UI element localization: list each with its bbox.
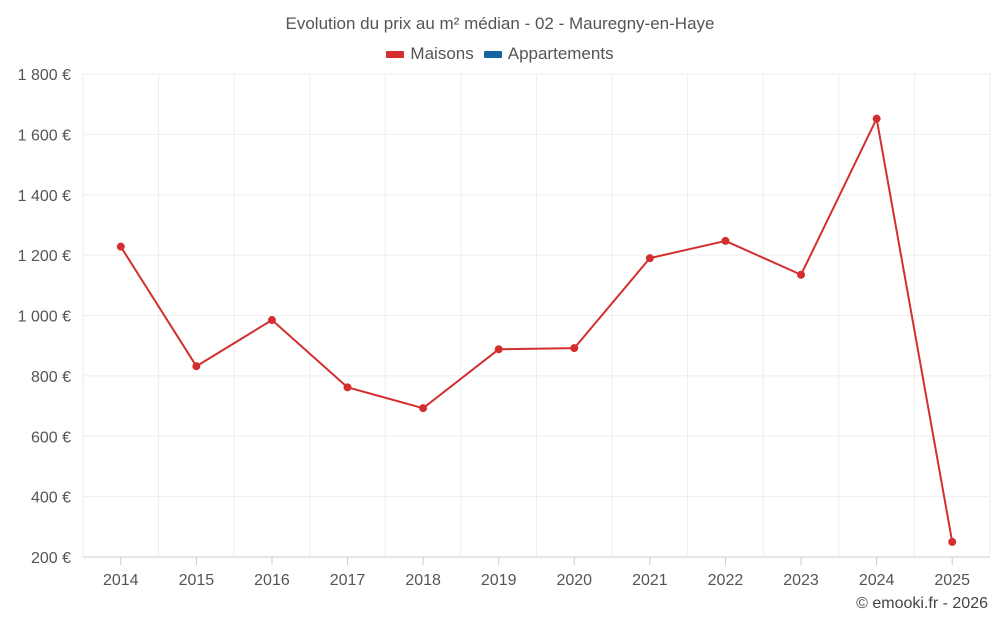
- legend: Maisons Appartements: [0, 44, 1000, 64]
- legend-swatch-appartements: [483, 50, 502, 58]
- y-tick-label: 1 000 €: [18, 309, 71, 326]
- data-point[interactable]: [721, 236, 730, 245]
- data-point[interactable]: [645, 254, 654, 263]
- data-point[interactable]: [797, 270, 806, 279]
- y-tick-label: 1 200 €: [18, 248, 71, 265]
- x-tick-label: 2024: [859, 572, 895, 589]
- x-tick-label: 2017: [330, 572, 366, 589]
- data-point[interactable]: [872, 114, 881, 123]
- x-tick-label: 2022: [708, 572, 744, 589]
- data-point[interactable]: [494, 345, 503, 354]
- x-tick-label: 2023: [783, 572, 819, 589]
- data-point[interactable]: [267, 316, 276, 325]
- y-tick-label: 1 800 €: [18, 67, 71, 84]
- data-point[interactable]: [116, 242, 125, 251]
- x-tick-label: 2019: [481, 572, 517, 589]
- legend-item-appartements[interactable]: Appartements: [483, 44, 614, 64]
- x-tick-label: 2021: [632, 572, 668, 589]
- legend-label-appartements: Appartements: [507, 44, 614, 63]
- y-tick-label: 1 600 €: [18, 127, 71, 144]
- data-point[interactable]: [419, 404, 428, 413]
- x-tick-label: 2018: [405, 572, 441, 589]
- legend-item-maisons[interactable]: Maisons: [386, 44, 474, 64]
- y-tick-label: 200 €: [31, 550, 71, 567]
- y-tick-label: 600 €: [31, 429, 71, 446]
- data-point[interactable]: [192, 362, 201, 371]
- y-tick-label: 400 €: [31, 490, 71, 507]
- x-tick-label: 2014: [103, 572, 139, 589]
- x-tick-label: 2015: [179, 572, 215, 589]
- series-line-maisons: [119, 117, 954, 543]
- credit-text: © emooki.fr - 2026: [856, 595, 988, 612]
- legend-swatch-maisons: [386, 50, 405, 58]
- y-tick-label: 800 €: [31, 369, 71, 386]
- y-tick-label: 1 400 €: [18, 188, 71, 205]
- x-tick-label: 2020: [556, 572, 592, 589]
- data-point[interactable]: [343, 383, 352, 392]
- x-tick-label: 2025: [934, 572, 970, 589]
- data-point[interactable]: [570, 344, 579, 353]
- x-tick-label: 2016: [254, 572, 290, 589]
- data-point[interactable]: [948, 537, 957, 546]
- legend-label-maisons: Maisons: [410, 44, 474, 63]
- chart-title: Evolution du prix au m² médian - 02 - Ma…: [285, 14, 715, 33]
